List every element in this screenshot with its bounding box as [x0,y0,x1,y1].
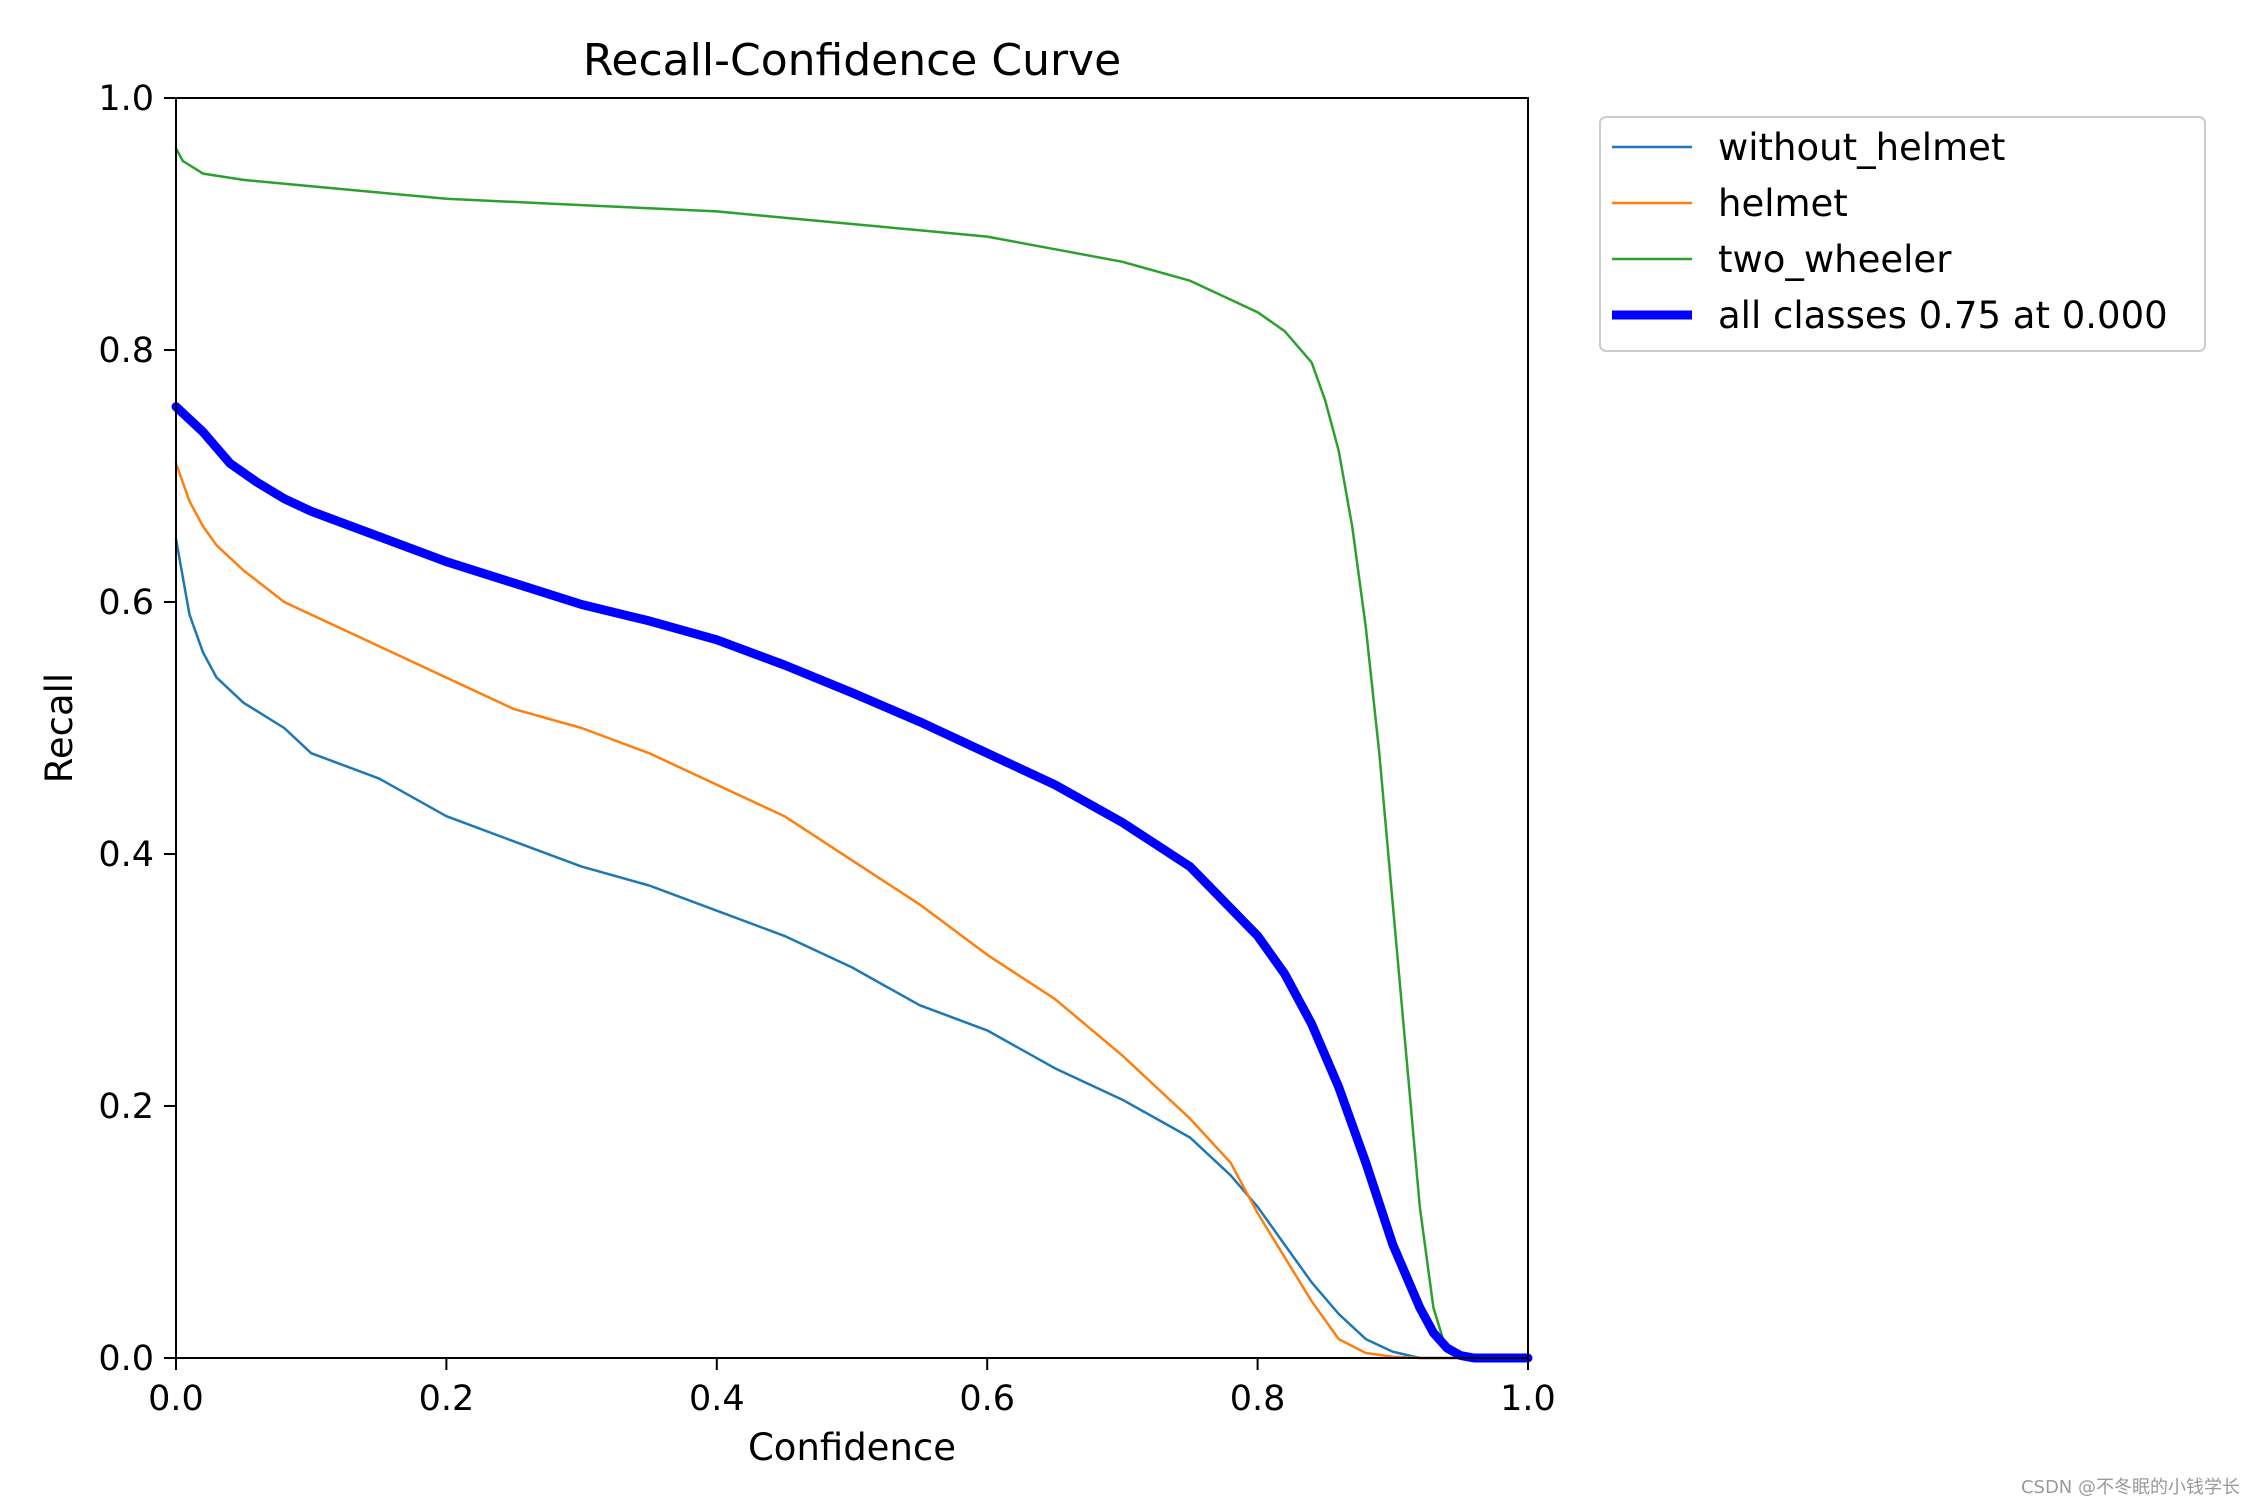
x-tick-label: 0.8 [1230,1379,1286,1419]
x-tick-label: 0.2 [419,1379,475,1419]
plot-frame [175,97,1529,1359]
legend-label: all classes 0.75 at 0.000 [1718,294,2168,337]
legend-label: without_helmet [1718,126,2005,169]
y-axis-ticks: 0.0 0.2 0.4 0.6 0.8 1.0 [98,79,176,1379]
watermark: CSDN @不冬眠的小钱学长 [2021,1477,2240,1498]
series-line-1 [174,462,1530,1360]
y-axis-label: Recall [38,673,81,783]
x-axis-label: Confidence [748,1426,956,1469]
x-tick-label: 1.0 [1500,1379,1556,1419]
y-tick-label: 0.6 [98,583,154,623]
x-axis-ticks: 0.0 0.2 0.4 0.6 0.8 1.0 [148,1358,1556,1419]
series-line-3 [171,402,1533,1363]
y-tick-label: 1.0 [98,79,154,119]
legend-box [1599,116,2206,352]
series-line-2 [174,147,1530,1360]
y-tick-label: 0.8 [98,331,154,371]
legend-label: helmet [1718,182,1848,225]
series-line-0 [174,537,1530,1360]
y-tick-label: 0.4 [98,835,154,875]
series-layer [171,147,1533,1363]
x-tick-label: 0.0 [148,1379,204,1419]
x-tick-label: 0.6 [959,1379,1015,1419]
chart-title: Recall-Confidence Curve [583,35,1121,86]
y-tick-label: 0.2 [98,1087,154,1127]
x-tick-label: 0.4 [689,1379,745,1419]
legend-label: two_wheeler [1718,238,1952,281]
y-tick-label: 0.0 [98,1339,154,1379]
